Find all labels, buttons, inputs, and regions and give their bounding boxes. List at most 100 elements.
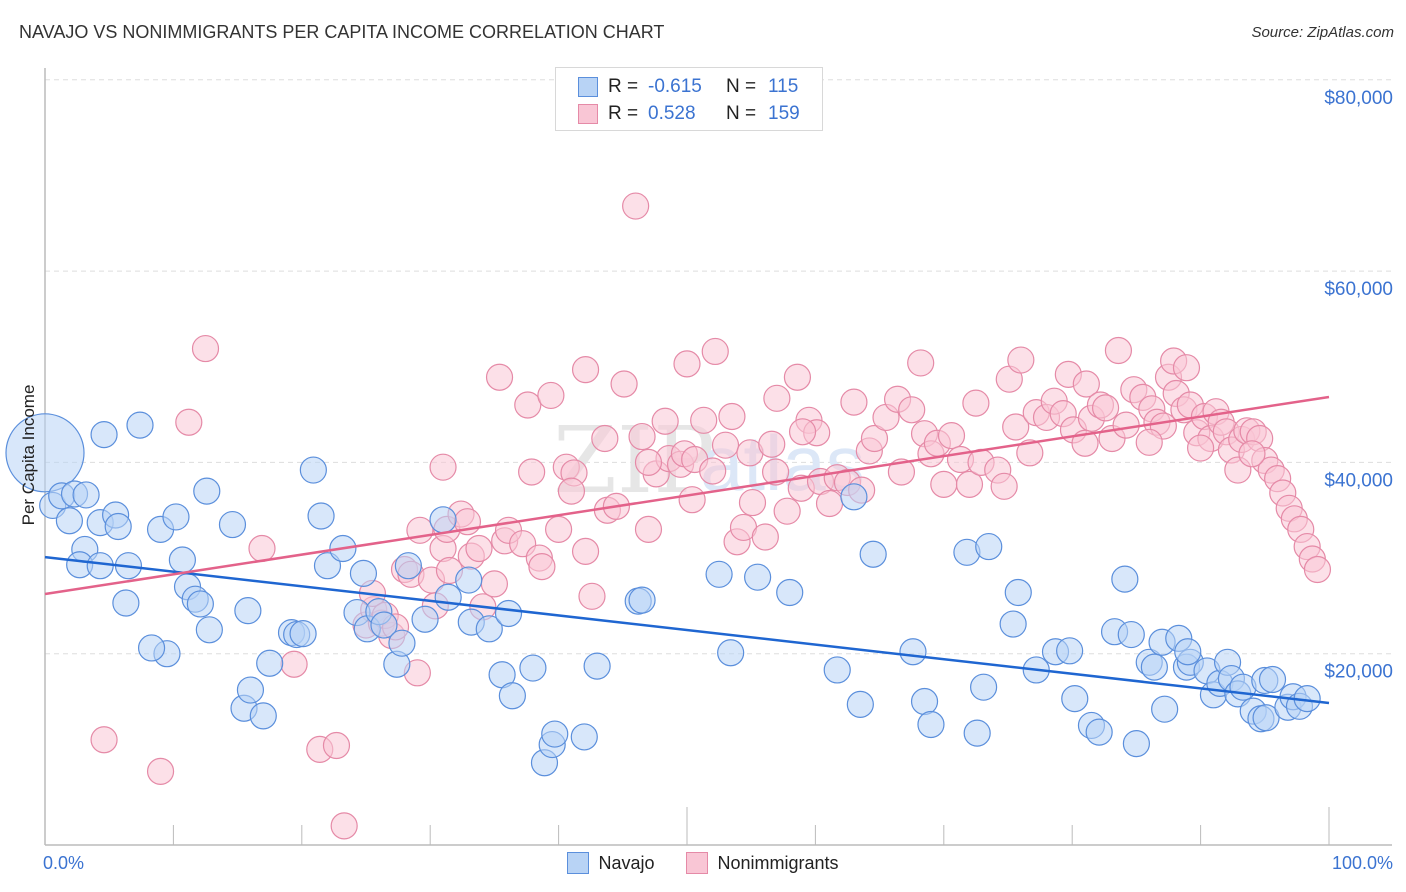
navajo-point	[186, 590, 214, 618]
legend-item-nonimmigrants[interactable]: Nonimmigrants	[686, 852, 839, 874]
navajo-point	[859, 540, 887, 568]
navajo-point	[970, 673, 998, 701]
nonimmigrants-point	[1002, 413, 1030, 441]
series-legend: Navajo Nonimmigrants	[0, 852, 1406, 874]
nonimmigrants-point	[557, 477, 586, 505]
nonimmigrants-point	[571, 537, 600, 565]
navajo-point	[1252, 704, 1280, 732]
y-axis-labels: $20,000 $40,000 $60,000 $80,000	[1324, 88, 1393, 683]
navajo-point	[498, 682, 526, 710]
navajo-point	[234, 597, 262, 625]
navajo-point	[899, 638, 927, 666]
nonimmigrants-point	[90, 726, 118, 754]
nonimmigrants-swatch-icon	[578, 104, 598, 124]
navajo-point	[289, 620, 317, 648]
navajo-point	[1085, 718, 1113, 746]
navajo-point	[429, 506, 457, 534]
navajo-point	[1056, 637, 1084, 665]
nonimmigrants-point	[907, 349, 935, 377]
nonimmigrants-point	[1072, 370, 1100, 398]
navajo-point	[168, 546, 196, 574]
y-tick-label: $20,000	[1324, 662, 1393, 683]
series-nonimmigrants	[90, 192, 1332, 840]
nonimmigrants-point	[1112, 411, 1140, 439]
nonimmigrants-point	[1186, 434, 1215, 462]
navajo-point	[583, 652, 611, 680]
navajo-point	[434, 583, 462, 611]
navajo-point	[519, 654, 547, 682]
nonimmigrants-point	[628, 422, 656, 451]
nonimmigrants-point	[622, 192, 650, 220]
nonimmigrants-point	[634, 515, 663, 543]
navajo-point	[411, 605, 439, 633]
navajo-point	[1111, 565, 1139, 593]
navajo-point	[137, 634, 166, 662]
navajo-point	[570, 723, 598, 751]
navajo-trend-line	[44, 555, 1330, 705]
navajo-point	[72, 481, 100, 509]
navajo-point	[1140, 653, 1168, 681]
x-tick-label-min: 0.0%	[43, 853, 84, 873]
nonimmigrants-point	[528, 553, 556, 581]
nonimmigrants-point	[738, 488, 767, 517]
navajo-point	[193, 477, 221, 505]
nonimmigrants-point	[699, 457, 727, 485]
source-label: Source: ZipAtlas.com	[1251, 24, 1394, 41]
nonimmigrants-point	[678, 486, 706, 514]
navajo-point	[846, 690, 874, 718]
navajo-point	[823, 656, 851, 684]
navajo-point	[1117, 620, 1145, 649]
navajo-point	[388, 629, 416, 657]
navajo-point	[1061, 685, 1089, 713]
nonimmigrants-point	[718, 402, 746, 431]
navajo-point	[313, 552, 342, 580]
navajo-point	[90, 421, 118, 449]
navajo-point	[162, 503, 190, 531]
navajo-point	[705, 560, 733, 588]
y-tick-label: $60,000	[1324, 279, 1393, 300]
nonimmigrants-point	[465, 534, 493, 563]
nonimmigrants-point	[898, 396, 926, 424]
navajo-point	[195, 616, 223, 644]
y-axis-title: Per Capita Income	[19, 385, 38, 526]
navajo-point	[112, 589, 140, 617]
nonimmigrants-point	[248, 534, 276, 563]
navajo-point	[975, 532, 1003, 561]
nonimmigrants-point	[429, 453, 457, 481]
y-tick-label: $80,000	[1324, 88, 1393, 109]
legend-label-nonimmigrants: Nonimmigrants	[717, 852, 839, 873]
nonimmigrants-point	[701, 337, 729, 366]
navajo-point	[218, 510, 247, 539]
nonimmigrants-point	[571, 356, 600, 384]
nonimmigrants-point	[544, 515, 573, 543]
navajo-point	[307, 502, 335, 530]
legend-item-navajo[interactable]: Navajo	[567, 852, 654, 874]
navajo-point	[256, 649, 284, 677]
nonimmigrants-point	[175, 408, 203, 436]
nonimmigrants-point	[485, 363, 514, 391]
nonimmigrants-point	[788, 418, 817, 446]
legend-row-navajo: R = -0.615 N = 115	[578, 75, 798, 99]
nonimmigrants-point	[537, 381, 565, 410]
nonimmigrants-point	[330, 812, 358, 840]
nonimmigrants-point	[1104, 336, 1133, 365]
nonimmigrants-point	[930, 470, 958, 498]
nonimmigrants-point	[962, 389, 990, 417]
navajo-point	[717, 639, 745, 667]
navajo-point	[910, 687, 939, 716]
nonimmigrants-point	[578, 582, 606, 610]
nonimmigrants-point	[651, 407, 679, 435]
nonimmigrants-point	[761, 458, 790, 486]
navajo-point	[55, 507, 83, 535]
nonimmigrants-point	[783, 363, 812, 391]
navajo-point	[744, 563, 772, 591]
nonimmigrants-point	[1172, 354, 1201, 382]
navajo-point	[5, 413, 85, 493]
navajo-point	[1122, 730, 1151, 758]
nonimmigrants-point	[758, 430, 786, 458]
navajo-point	[494, 599, 523, 628]
nonimmigrants-trend-line	[44, 395, 1330, 596]
n-label: N =	[726, 76, 757, 97]
navajo-swatch-icon	[578, 77, 598, 97]
